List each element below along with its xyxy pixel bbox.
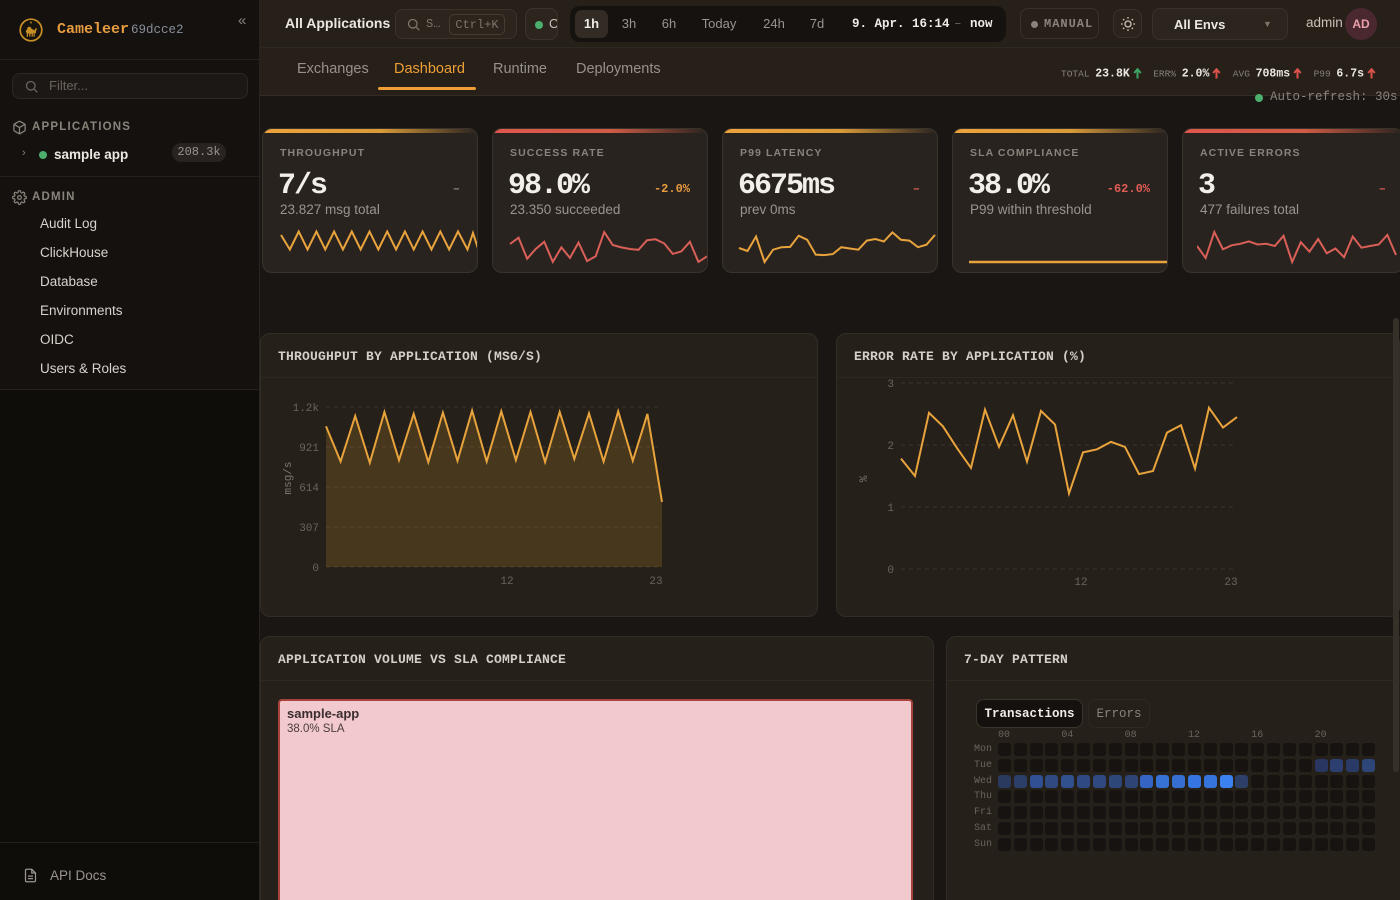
svg-text:%: % <box>859 475 871 482</box>
svg-text:23: 23 <box>649 576 662 588</box>
svg-text:msg/s: msg/s <box>283 461 295 494</box>
svg-text:2: 2 <box>887 441 894 453</box>
svg-text:23: 23 <box>1224 577 1237 589</box>
svg-text:614: 614 <box>299 483 319 495</box>
svg-text:12: 12 <box>1074 577 1087 589</box>
svg-text:0: 0 <box>312 563 319 575</box>
svg-text:921: 921 <box>299 443 319 455</box>
svg-text:3: 3 <box>887 379 894 391</box>
svg-text:12: 12 <box>500 576 513 588</box>
svg-text:0: 0 <box>887 565 894 577</box>
svg-text:307: 307 <box>299 523 319 535</box>
svg-text:1: 1 <box>887 503 894 515</box>
svg-text:1.2k: 1.2k <box>293 403 320 415</box>
